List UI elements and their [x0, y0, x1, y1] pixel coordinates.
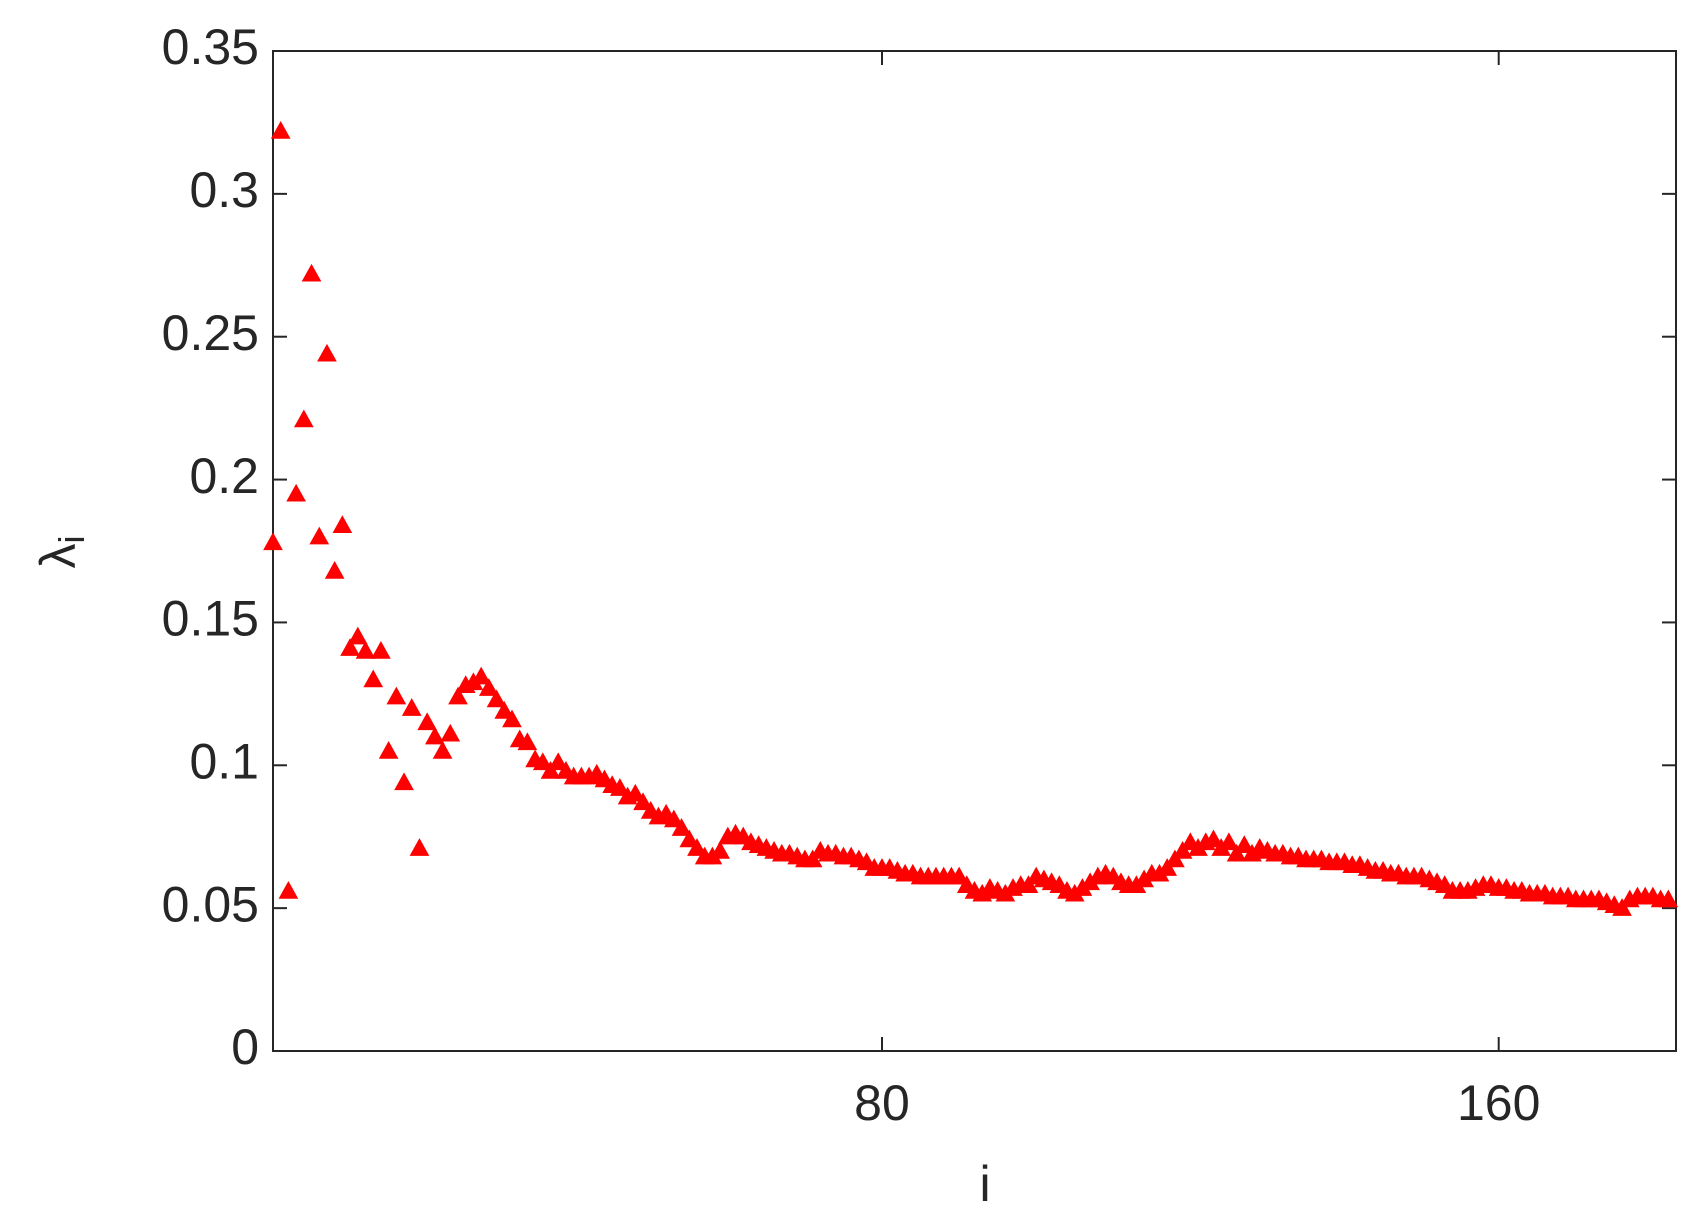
- point: [1658, 889, 1679, 908]
- point: [286, 483, 306, 502]
- point: [394, 772, 414, 791]
- point: [448, 686, 468, 705]
- y-axis-label-subscript: i: [51, 536, 92, 544]
- point: [378, 740, 399, 759]
- point: [440, 723, 461, 742]
- y-tick-label: 0.2: [189, 448, 259, 504]
- point: [671, 818, 692, 836]
- point: [347, 626, 368, 645]
- point: [293, 409, 314, 428]
- point: [517, 732, 538, 751]
- point: [548, 752, 569, 771]
- point: [278, 880, 299, 899]
- point: [363, 669, 384, 688]
- point: [332, 515, 353, 533]
- x-tick-label: 160: [1457, 1075, 1540, 1131]
- x-axis-label: i: [979, 1156, 990, 1212]
- y-axis-label: λi: [30, 536, 91, 569]
- point: [679, 829, 700, 848]
- y-axis-label-group: λi: [30, 536, 91, 569]
- y-tick-label: 0.05: [162, 876, 259, 932]
- point: [409, 838, 430, 856]
- point: [263, 532, 283, 551]
- point: [486, 689, 507, 708]
- y-tick-label: 0.25: [162, 305, 259, 361]
- point: [355, 640, 376, 659]
- y-tick-label: 0.3: [189, 162, 259, 218]
- point: [317, 343, 337, 362]
- y-axis-label-main: λ: [30, 544, 86, 569]
- point: [270, 120, 291, 139]
- y-tick-label: 0.15: [162, 591, 259, 647]
- point: [502, 709, 522, 728]
- point: [401, 698, 422, 716]
- point: [1219, 832, 1239, 851]
- point: [1234, 835, 1255, 853]
- plot-frame: [272, 50, 1677, 1052]
- point: [710, 840, 730, 859]
- point: [633, 792, 653, 811]
- point: [386, 686, 407, 705]
- point: [309, 526, 330, 545]
- y-tick-label: 0: [231, 1019, 259, 1075]
- point: [478, 678, 499, 696]
- point: [610, 778, 630, 796]
- y-tick-label: 0.35: [162, 19, 259, 75]
- point: [949, 866, 969, 885]
- point: [425, 726, 445, 745]
- point: [301, 263, 322, 282]
- point: [340, 638, 360, 656]
- point: [494, 700, 515, 719]
- point: [471, 666, 491, 685]
- point: [532, 752, 553, 771]
- point: [371, 640, 391, 659]
- point: [687, 838, 707, 856]
- point: [417, 712, 438, 731]
- point: [664, 809, 684, 828]
- point: [432, 740, 453, 759]
- x-tick-label: 80: [854, 1075, 910, 1131]
- point: [625, 783, 646, 802]
- y-tick-label: 0.1: [189, 733, 259, 789]
- point: [324, 560, 345, 579]
- point: [1203, 829, 1224, 848]
